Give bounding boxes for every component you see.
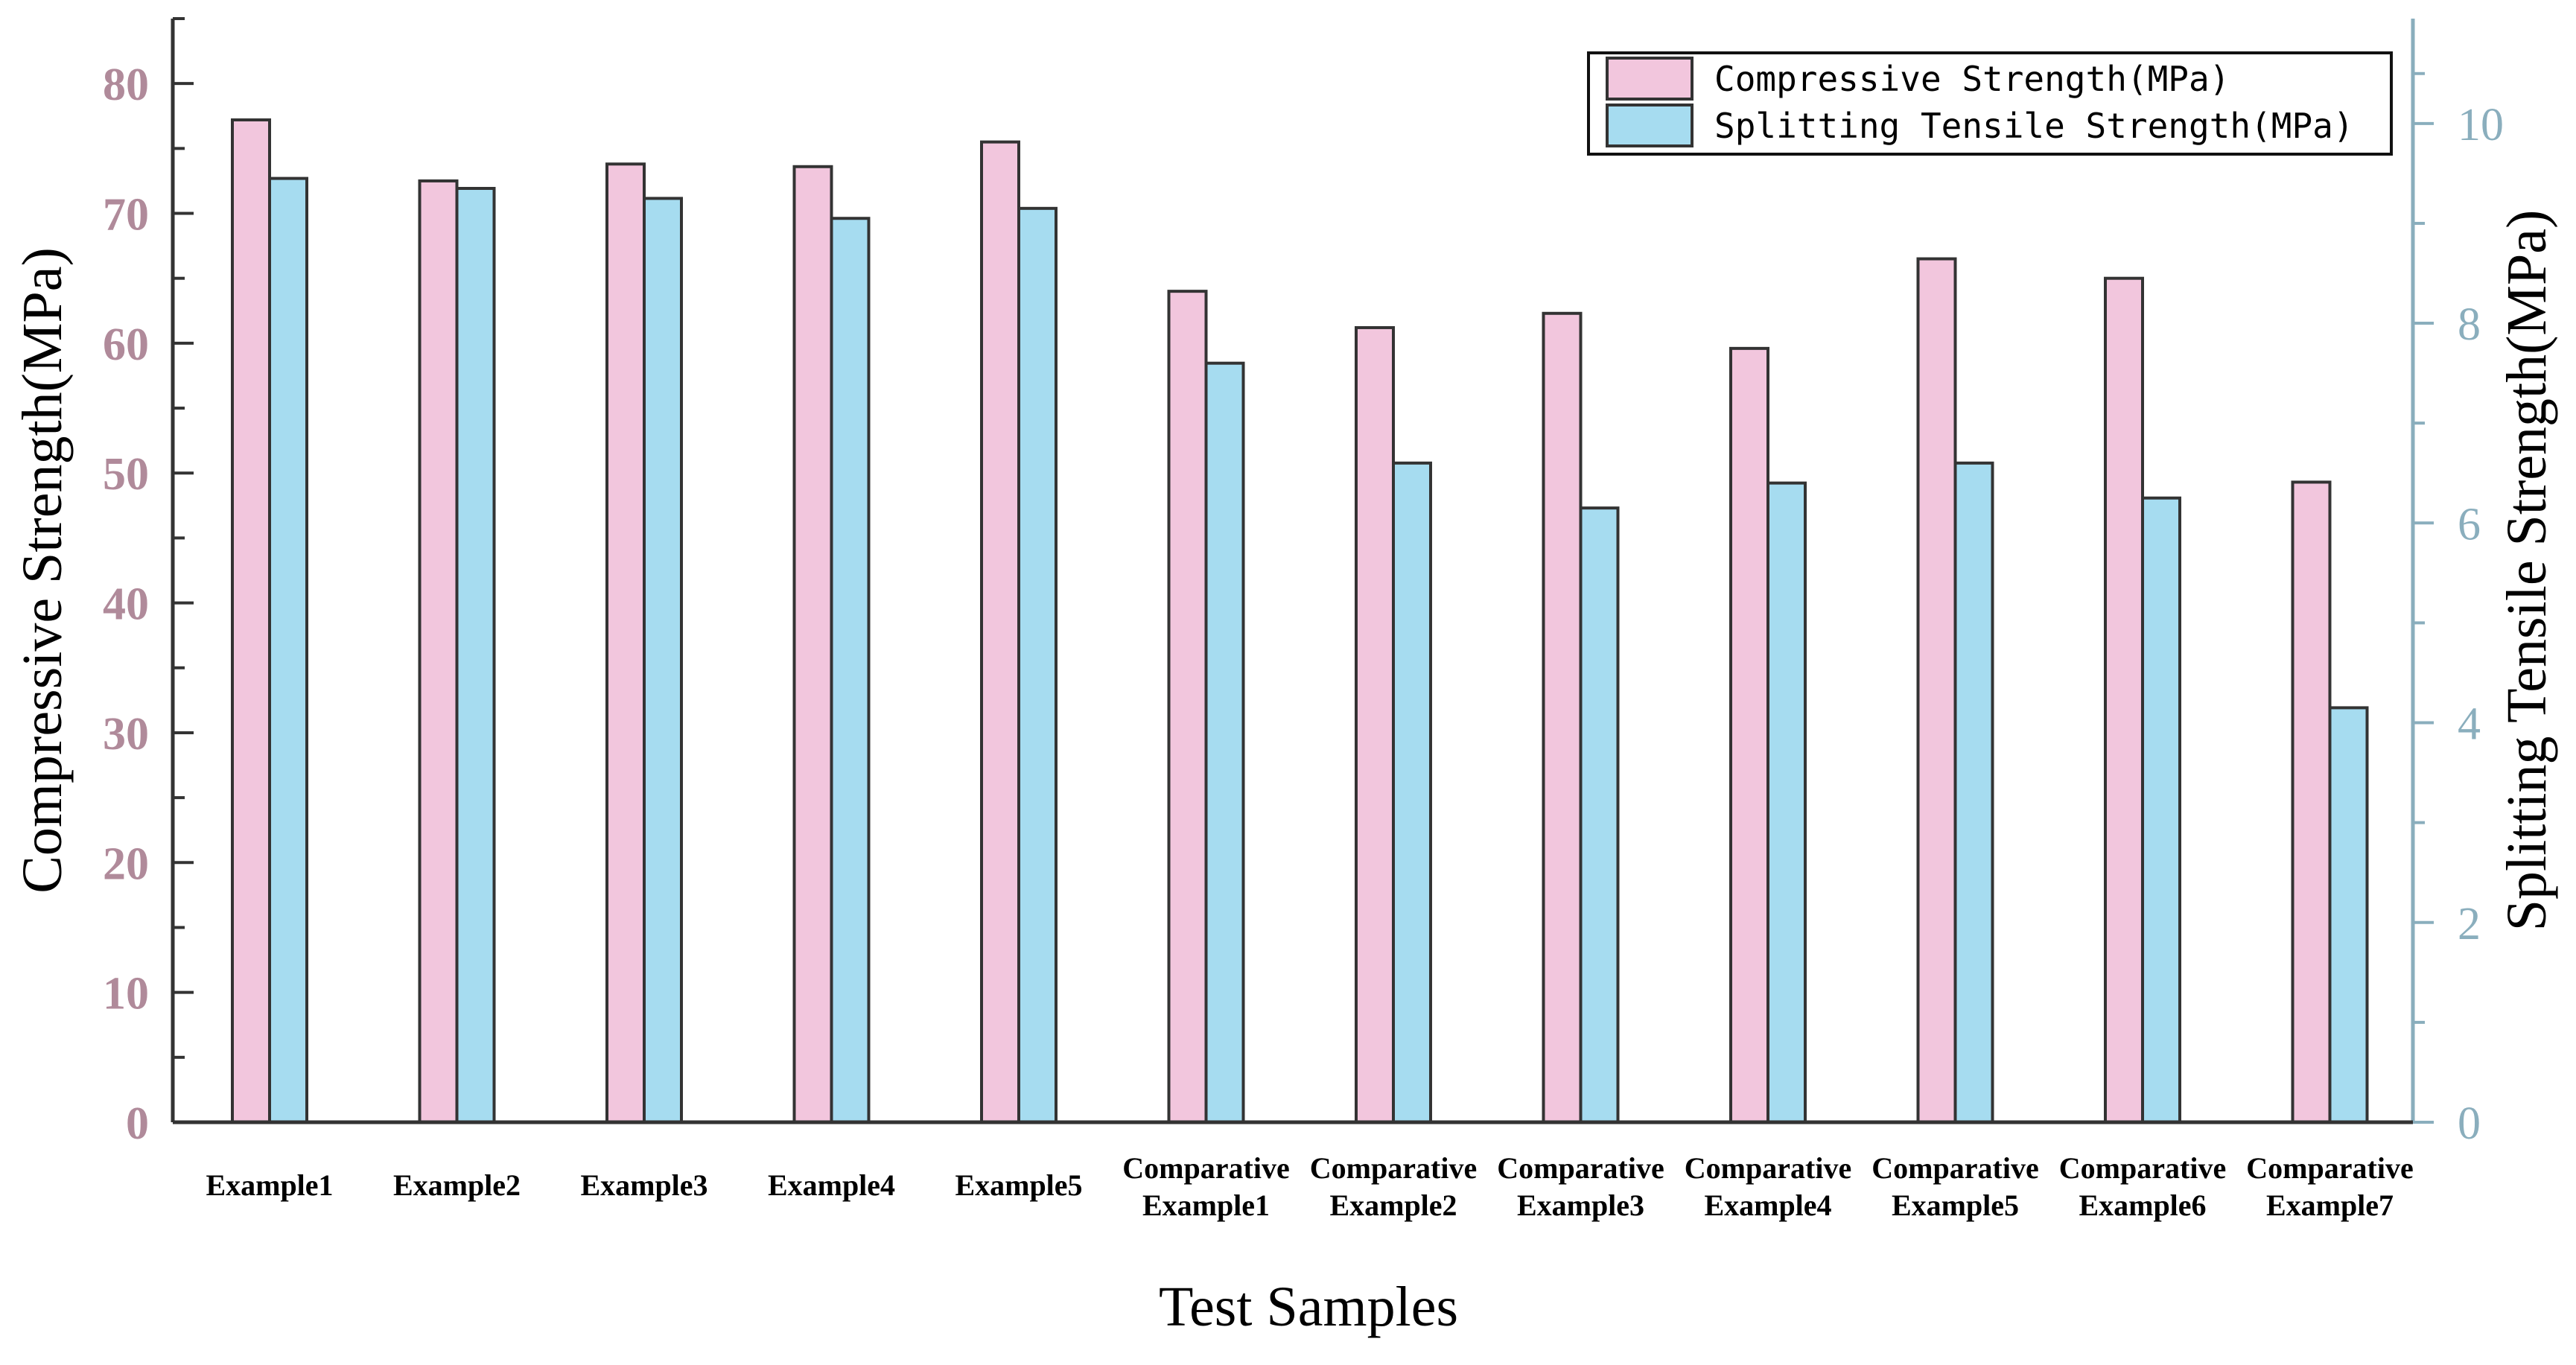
legend-swatch-compressive xyxy=(1606,57,1694,101)
bar-compressive-strength xyxy=(1729,346,1769,1124)
left-tick-label: 30 xyxy=(103,709,149,760)
bar-splitting-tensile-strength xyxy=(1766,481,1807,1124)
bar-splitting-tensile-strength xyxy=(1204,361,1245,1124)
category-label: Example5 xyxy=(1892,1189,2019,1222)
right-tick-label: 8 xyxy=(2458,299,2481,350)
left-tick-label: 0 xyxy=(126,1098,149,1149)
bar-splitting-tensile-strength xyxy=(1392,461,1432,1124)
bar-compressive-strength xyxy=(605,162,646,1124)
category-label: Comparative xyxy=(1685,1151,1851,1185)
left-tick-label: 60 xyxy=(103,319,149,370)
bar-compressive-strength xyxy=(980,140,1020,1124)
bar-compressive-strength xyxy=(2291,480,2332,1124)
category-label: Example2 xyxy=(393,1168,521,1202)
left-tick-label: 70 xyxy=(103,190,149,241)
category-label: Example4 xyxy=(1704,1189,1831,1222)
category-label: Example5 xyxy=(955,1168,1082,1202)
left-tick-label: 10 xyxy=(103,969,149,1019)
bar-compressive-strength xyxy=(1916,257,1957,1124)
bar-compressive-strength xyxy=(231,118,271,1124)
category-label: Example1 xyxy=(206,1168,333,1202)
left-tick-label: 40 xyxy=(103,579,149,630)
category-label: Example4 xyxy=(768,1168,895,1202)
bar-splitting-tensile-strength xyxy=(2141,496,2181,1124)
category-label: Example3 xyxy=(1517,1189,1644,1222)
bar-splitting-tensile-strength xyxy=(1017,206,1058,1124)
category-label: Example2 xyxy=(1329,1189,1457,1222)
right-tick-label: 10 xyxy=(2458,100,2504,150)
x-axis-title: Test Samples xyxy=(1159,1276,1458,1338)
bar-compressive-strength xyxy=(2104,276,2144,1124)
bar-compressive-strength xyxy=(1355,325,1395,1124)
bar-splitting-tensile-strength xyxy=(1579,506,1620,1124)
right-axis-title: Splitting Tensile Strength(MPa) xyxy=(2496,210,2558,932)
category-label: Comparative xyxy=(1497,1151,1664,1185)
category-label: Comparative xyxy=(1310,1151,1477,1185)
category-label: Example7 xyxy=(2266,1189,2394,1222)
bar-compressive-strength xyxy=(1167,290,1208,1124)
bar-compressive-strength xyxy=(1542,311,1583,1124)
category-label: Example1 xyxy=(1142,1189,1270,1222)
category-label: Comparative xyxy=(1871,1151,2038,1185)
left-tick-label: 80 xyxy=(103,60,149,110)
bar-splitting-tensile-strength xyxy=(268,176,308,1124)
legend-label-compressive: Compressive Strength(MPa) xyxy=(1714,59,2230,99)
category-label: Example3 xyxy=(580,1168,707,1202)
right-tick-label: 4 xyxy=(2458,699,2481,750)
category-label: Example6 xyxy=(2079,1189,2206,1222)
category-label: Comparative xyxy=(2059,1151,2226,1185)
bar-splitting-tensile-strength xyxy=(455,187,496,1124)
legend-swatch-tensile xyxy=(1606,104,1694,147)
bar-compressive-strength xyxy=(418,179,459,1124)
category-label: Comparative xyxy=(2246,1151,2413,1185)
legend-label-tensile: Splitting Tensile Strength(MPa) xyxy=(1714,106,2354,146)
legend-box xyxy=(1587,51,2393,156)
left-axis-title: Compressive Strength(MPa) xyxy=(11,247,74,894)
right-tick-label: 6 xyxy=(2458,499,2481,550)
right-tick-label: 2 xyxy=(2458,899,2481,949)
bar-splitting-tensile-strength xyxy=(2328,706,2369,1124)
category-label: Comparative xyxy=(1122,1151,1289,1185)
bar-splitting-tensile-strength xyxy=(643,197,683,1124)
bar-splitting-tensile-strength xyxy=(830,217,871,1124)
bar-compressive-strength xyxy=(792,165,833,1124)
left-tick-label: 20 xyxy=(103,839,149,889)
bar-splitting-tensile-strength xyxy=(1953,461,1994,1124)
right-tick-label: 0 xyxy=(2458,1098,2481,1149)
left-tick-label: 50 xyxy=(103,449,149,500)
